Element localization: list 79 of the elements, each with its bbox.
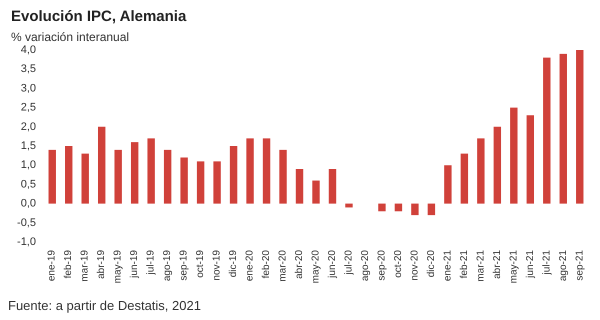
bar [494,126,502,204]
bar [345,204,353,208]
y-tick-label: 0,0 [20,198,36,210]
x-tick-label: jul-19 [146,250,157,276]
bar [82,154,89,204]
x-tick-label: feb-19 [63,250,74,278]
x-tick-label: feb-20 [261,250,272,278]
bar [378,204,386,212]
x-tick-label: ene-19 [46,250,58,282]
bar [130,142,138,204]
y-tick-label: 0,5 [20,178,36,190]
bar [196,161,204,204]
bar [164,150,172,204]
bar [526,115,534,204]
x-tick-label: dic-19 [228,250,240,278]
x-tick-label: mar-19 [80,250,91,282]
bar [510,108,518,204]
bar [312,180,320,204]
bar [460,154,468,204]
x-tick-label: ago-21 [558,250,569,282]
bar [394,204,402,212]
bar [230,146,238,204]
x-tick-label: may-21 [508,250,520,284]
x-tick-label: abr-20 [294,250,306,279]
chart-title: Evolución IPC, Alemania [11,8,187,25]
bar [576,50,584,204]
y-tick-label: 2,0 [20,120,36,133]
x-tick-label: jun-21 [524,250,536,279]
x-tick-label: feb-21 [458,250,470,278]
bar [296,169,304,204]
x-tick-label: abr-21 [492,250,503,279]
x-tick-label: mar-20 [278,250,289,282]
x-tick-label: may-20 [310,250,322,284]
x-tick-label: oct-20 [392,250,404,278]
y-tick-label: 2,5 [20,102,36,114]
bar [279,150,287,204]
x-tick-label: mar-21 [475,250,486,282]
bar [213,161,221,204]
x-tick-label: jul-20 [343,250,354,276]
bar [428,204,436,216]
bar [114,150,122,204]
x-tick-label: sep-20 [376,250,388,281]
bar [48,150,56,204]
y-tick-label: -0,5 [17,216,36,229]
source-note: Fuente: a partir de Destatis, 2021 [8,298,201,313]
x-tick-label: ene-20 [244,250,256,282]
x-tick-label: jul-21 [541,250,552,276]
bar [444,165,452,204]
bar [98,126,106,204]
x-tick-label: sep-21 [574,250,586,281]
chart-subtitle: % variación interanual [11,30,130,44]
bar [147,138,155,204]
x-tick-label: jun-19 [129,250,140,279]
y-tick-label: 4,0 [20,44,36,56]
x-tick-label: dic-20 [426,250,437,278]
bar [246,138,254,204]
bar [477,138,485,204]
bar [411,204,419,216]
x-tick-label: ene-21 [442,250,454,282]
x-tick-label: ago-19 [162,250,174,282]
x-tick-label: nov-19 [212,250,223,281]
x-tick-label: jun-20 [326,250,338,279]
bar [328,169,336,204]
y-tick-label: 3,0 [20,82,36,94]
y-tick-label: 3,5 [20,63,36,76]
y-tick-label: 1,5 [20,140,36,152]
x-tick-label: nov-20 [409,250,420,281]
y-tick-label: 1,0 [20,159,36,172]
x-tick-label: sep-19 [178,250,190,281]
y-tick-label: -1,0 [17,236,36,248]
bar [543,58,550,204]
x-tick-label: abr-19 [96,250,108,279]
bar [180,158,188,204]
bar [65,146,72,204]
x-tick-label: oct-19 [195,250,206,278]
bar [560,54,567,204]
x-tick-label: ago-20 [360,250,371,282]
x-tick-label: may-19 [112,250,124,284]
bar [262,138,270,204]
